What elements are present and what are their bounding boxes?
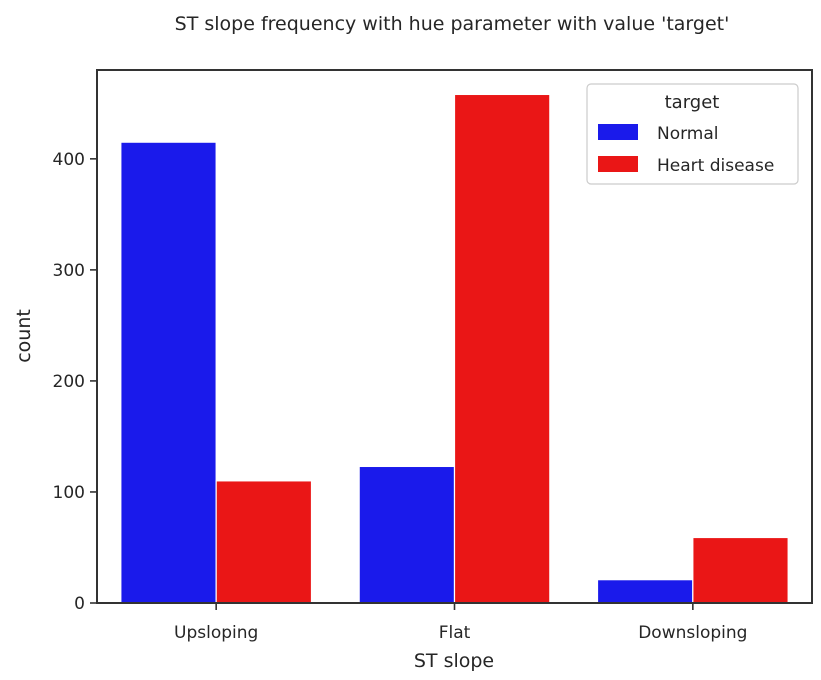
bar-upsloping-heart-disease [215,480,313,604]
x-tick-label-upsloping: Upsloping [174,623,258,643]
bar-upsloping-normal [120,141,217,604]
y-tick-label: 200 [53,372,85,392]
bar-downsloping-heart-disease [692,536,789,604]
y-tick-label: 0 [74,594,85,614]
y-tick-label: 100 [53,483,85,503]
legend-label-normal: Normal [657,124,719,144]
legend-swatch-normal [598,124,638,140]
bar-flat-normal [358,465,456,604]
x-tick-label-downsloping: Downsloping [638,623,747,643]
y-tick-label: 300 [53,261,85,281]
y-axis: 0 100 200 300 400 [53,150,97,614]
bar-downsloping-normal [596,579,694,604]
x-axis-title: ST slope [414,650,494,672]
plot-frame [96,69,813,604]
y-tick-label: 400 [53,150,85,170]
legend: target Normal Heart disease [586,83,799,185]
x-tick-label-flat: Flat [439,623,471,643]
bars-layer [120,93,789,604]
legend-title: target [665,92,720,113]
legend-swatch-heart-disease [598,156,638,172]
legend-label-heart-disease: Heart disease [657,156,774,176]
bar-flat-heart-disease [453,93,551,604]
x-axis: Upsloping Flat Downsloping [174,603,747,643]
legend-frame [586,83,799,185]
y-axis-title: count [13,309,35,363]
chart-title: ST slope frequency with hue parameter wi… [175,13,730,35]
